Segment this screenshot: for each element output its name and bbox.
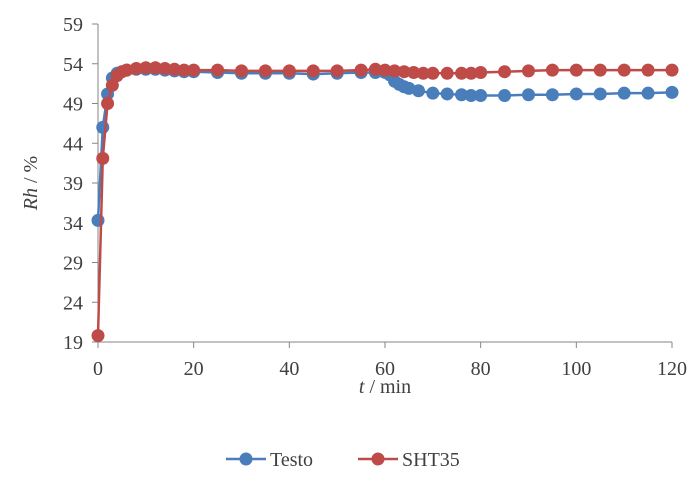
data-point-testo [617, 86, 631, 100]
data-point-sht35 [455, 66, 469, 80]
y-axis-title-unit: / % [20, 156, 42, 188]
data-point-sht35 [498, 65, 512, 79]
x-tick-label: 80 [471, 358, 491, 380]
data-point-sht35 [129, 62, 143, 76]
x-tick-label: 20 [184, 358, 204, 380]
y-tick-label: 44 [63, 133, 83, 155]
data-point-testo [91, 213, 105, 227]
series-line-sht35 [96, 66, 672, 336]
data-point-sht35 [282, 64, 296, 78]
legend: Testo SHT35 [226, 449, 460, 471]
data-point-testo [426, 86, 440, 100]
legend-label-sht35: SHT35 [402, 449, 460, 471]
legend-label-testo: Testo [270, 449, 313, 471]
plot-area: 0 20 40 60 80 100 120 19 24 29 34 39 44 49 54 59 [63, 14, 687, 380]
data-point-sht35 [665, 63, 679, 77]
data-point-sht35 [641, 63, 655, 77]
data-point-testo [455, 88, 469, 102]
data-point-sht35 [617, 63, 631, 77]
data-point-sht35 [120, 63, 134, 77]
data-point-sht35 [440, 66, 454, 80]
data-point-testo [569, 87, 583, 101]
data-point-sht35 [101, 97, 115, 110]
data-point-sht35 [96, 151, 110, 165]
data-point-testo [665, 85, 679, 99]
data-point-sht35 [306, 64, 320, 78]
y-tick-label: 39 [63, 173, 83, 195]
data-point-sht35 [388, 64, 402, 78]
data-point-testo [522, 88, 535, 102]
x-tick-label: 120 [657, 358, 687, 380]
data-point-testo [498, 89, 512, 103]
x-tick-label: 40 [279, 358, 299, 380]
data-point-testo [641, 86, 655, 100]
y-tick-label: 34 [63, 213, 83, 235]
data-point-sht35 [407, 66, 421, 79]
y-tick-label: 49 [63, 94, 83, 116]
legend-item-sht35: SHT35 [358, 449, 460, 471]
data-point-sht35 [168, 62, 182, 76]
x-axis-title-symbol: t [359, 376, 365, 398]
data-point-testo [464, 89, 478, 103]
data-point-testo [440, 87, 454, 101]
data-point-sht35 [211, 63, 225, 77]
data-point-sht35 [258, 64, 272, 78]
data-point-sht35 [474, 66, 488, 79]
data-point-testo [474, 89, 488, 103]
data-point-sht35 [235, 64, 248, 78]
y-axis-ticks: 19 24 29 34 39 44 49 54 59 [63, 14, 98, 354]
legend-item-testo: Testo [226, 449, 313, 471]
data-point-sht35 [593, 63, 607, 77]
data-point-sht35 [368, 62, 382, 76]
x-axis-title: t / min [359, 376, 411, 398]
y-tick-label: 19 [63, 332, 83, 354]
data-point-sht35 [330, 64, 344, 78]
x-tick-label: 100 [561, 358, 591, 380]
data-point-sht35 [187, 63, 201, 77]
x-axis-ticks: 0 20 40 60 80 100 120 [93, 342, 687, 380]
y-tick-label: 59 [63, 14, 83, 36]
data-point-sht35 [426, 66, 440, 80]
legend-swatch-marker-sht35 [371, 452, 385, 466]
y-tick-label: 29 [63, 253, 83, 275]
x-tick-label: 0 [93, 358, 103, 380]
data-point-sht35 [545, 63, 559, 77]
data-point-sht35 [397, 65, 411, 79]
data-point-testo [411, 84, 425, 98]
series-testo [91, 62, 679, 227]
data-point-sht35 [522, 64, 535, 78]
legend-swatch-marker-testo [239, 452, 253, 466]
y-axis-title: Rh / % [20, 156, 42, 211]
x-tick-label: 60 [375, 358, 395, 380]
data-point-sht35 [158, 62, 172, 76]
data-point-sht35 [569, 63, 583, 77]
data-point-sht35 [148, 61, 162, 75]
series-line-testo [96, 68, 673, 221]
data-point-sht35 [139, 61, 153, 75]
data-point-sht35 [464, 66, 478, 80]
y-tick-label: 24 [63, 292, 83, 314]
data-point-sht35 [91, 329, 105, 343]
data-point-testo [96, 120, 110, 134]
y-tick-label: 54 [63, 54, 83, 76]
series-layer [91, 61, 679, 343]
data-point-sht35 [177, 63, 191, 77]
data-point-sht35 [416, 66, 430, 80]
data-point-testo [545, 88, 559, 102]
data-point-testo [593, 87, 607, 101]
y-axis-title-symbol: Rh [20, 188, 42, 211]
data-point-sht35 [378, 63, 392, 77]
series-sht35 [91, 61, 679, 343]
data-point-sht35 [354, 63, 368, 77]
x-axis-title-unit: / min [364, 376, 411, 398]
